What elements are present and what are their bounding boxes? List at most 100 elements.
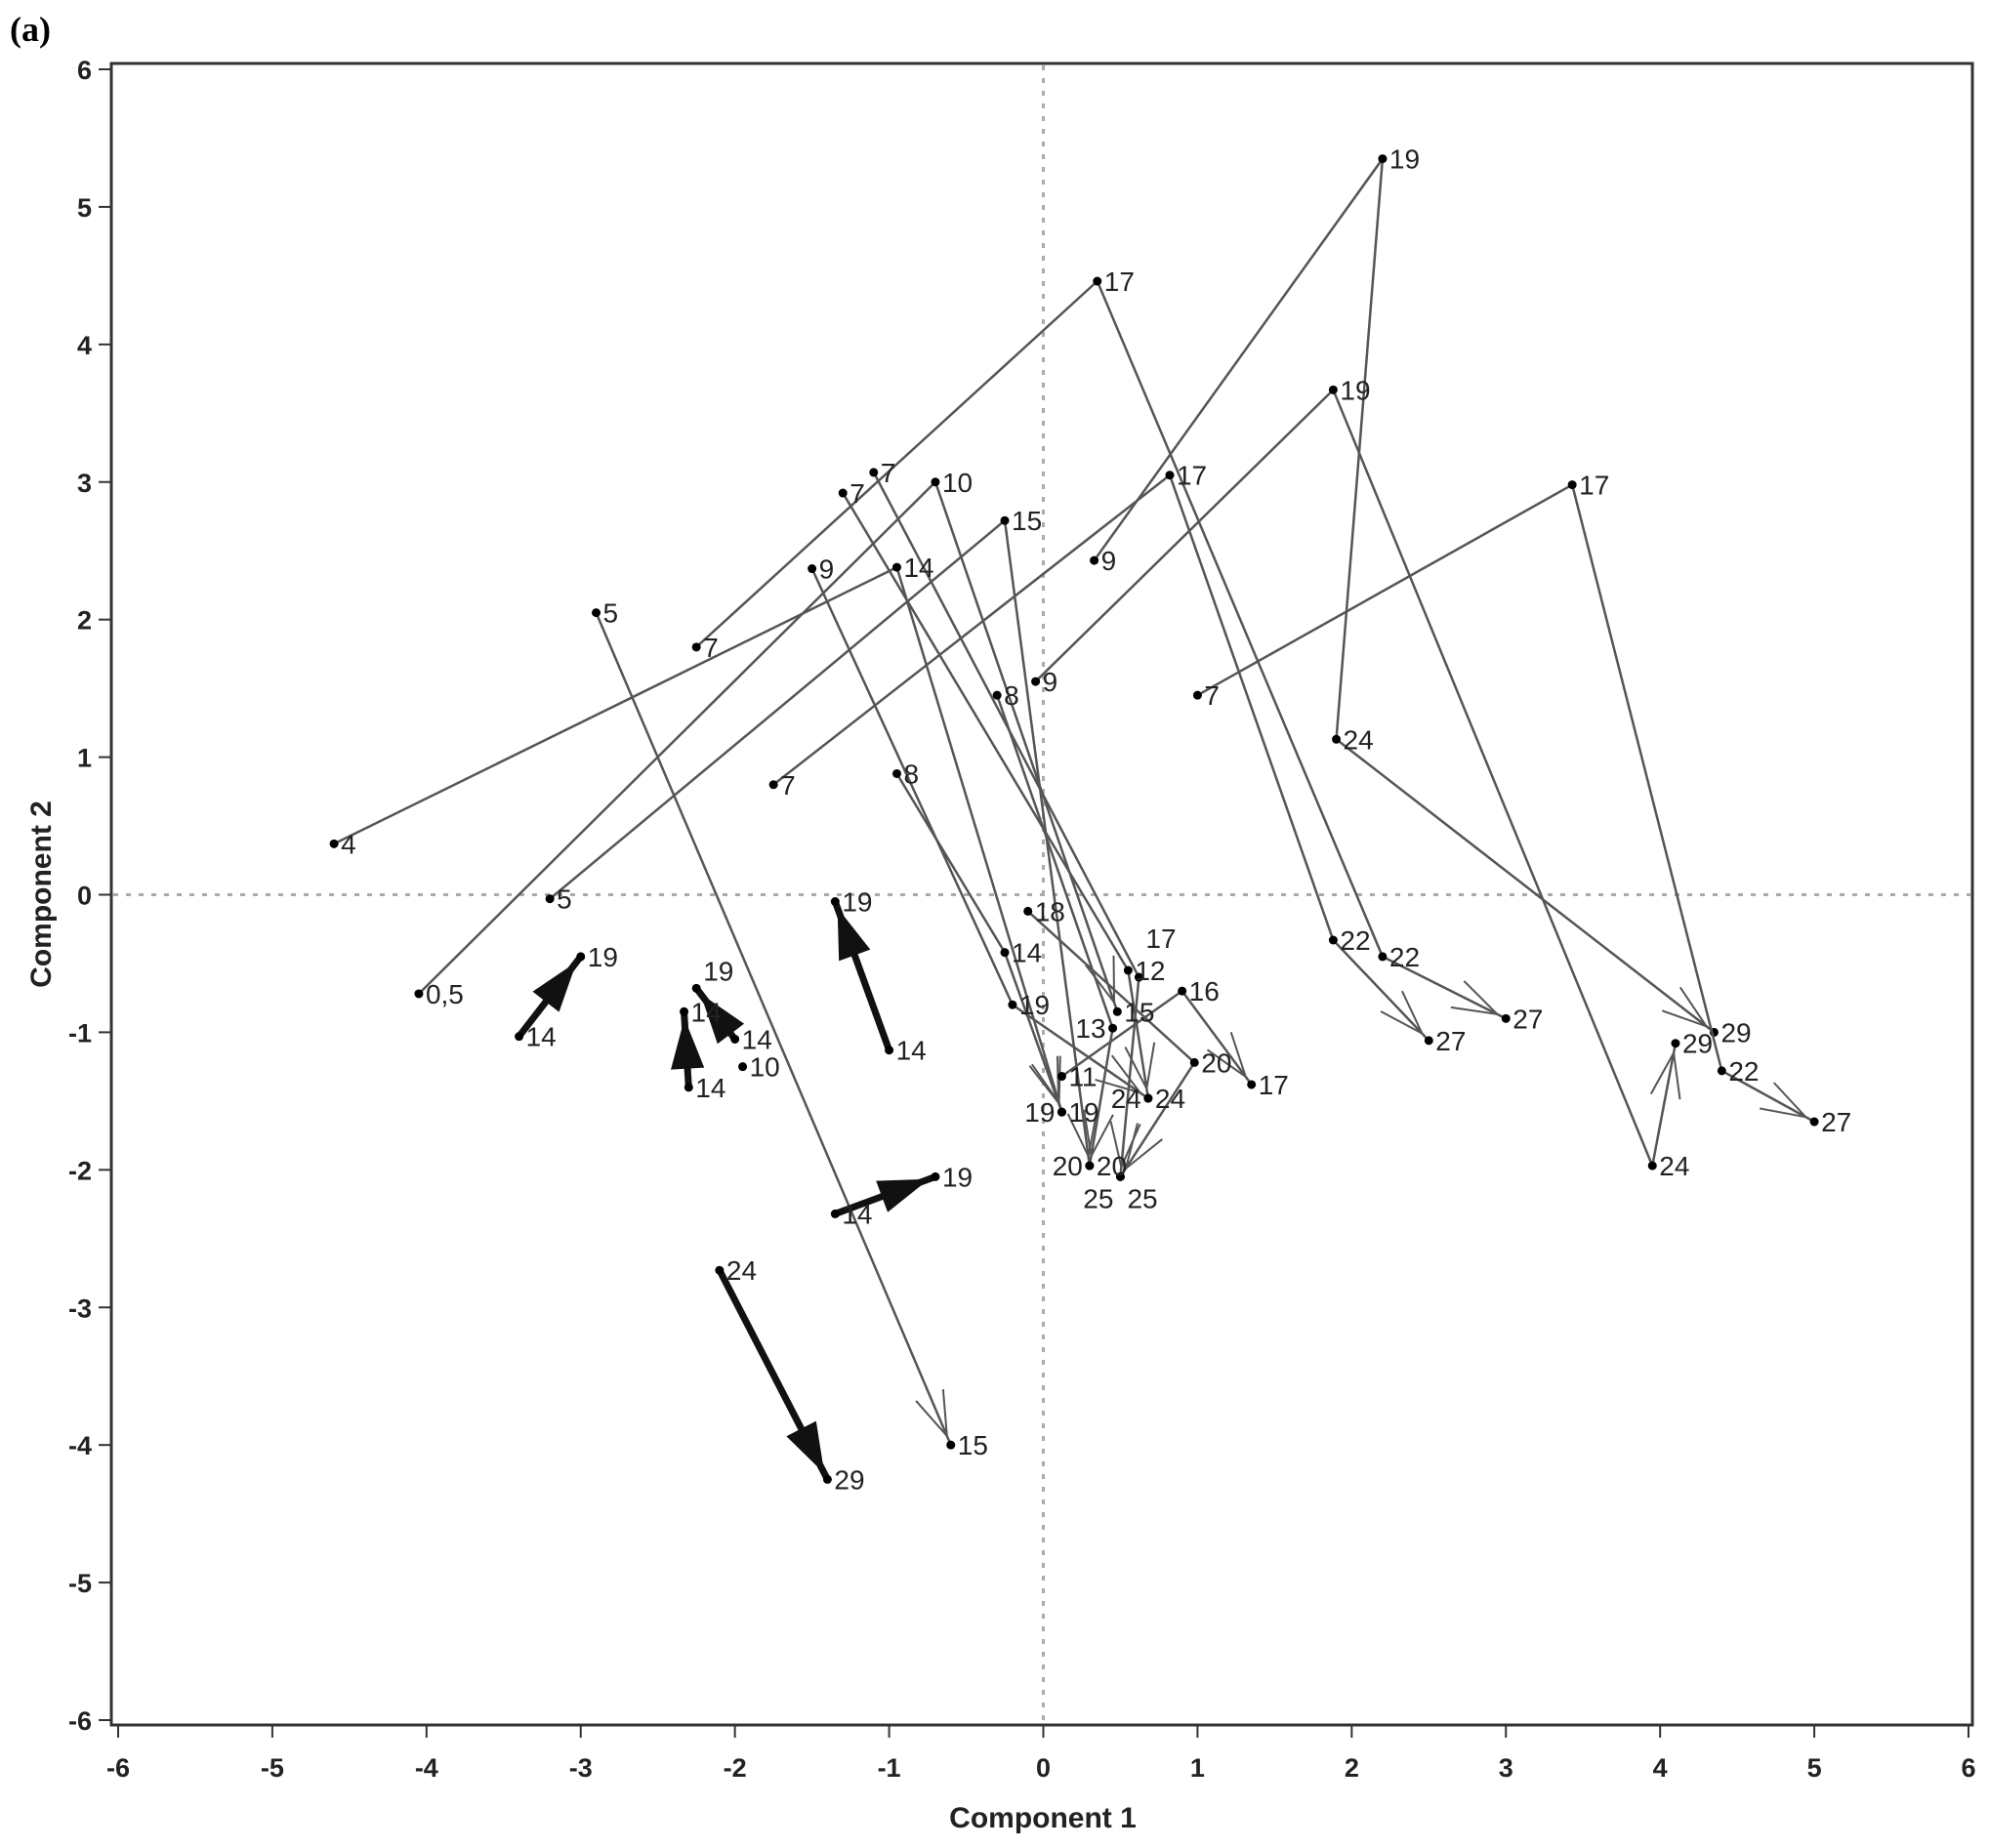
point-label: 14 xyxy=(742,1024,772,1054)
data-point xyxy=(891,768,901,778)
y-tick-label: -6 xyxy=(68,1706,92,1736)
point-label: 24 xyxy=(726,1255,757,1286)
point-label: 7 xyxy=(1204,680,1220,711)
data-point xyxy=(1112,1006,1122,1016)
data-point xyxy=(1134,972,1143,982)
point-label: 7 xyxy=(780,770,796,801)
point-label: 14 xyxy=(842,1199,872,1229)
point-label: 22 xyxy=(1340,925,1370,956)
point-label: 13 xyxy=(1075,1013,1105,1044)
trajectory-segment xyxy=(1332,389,1654,1167)
point-label: 19 xyxy=(1024,1097,1055,1128)
data-point xyxy=(946,1440,956,1450)
point-label: 14 xyxy=(1012,938,1042,968)
data-point xyxy=(1057,1072,1066,1082)
point-label: 19 xyxy=(842,887,872,918)
point-label: 11 xyxy=(1068,1062,1097,1092)
y-tick-label: 4 xyxy=(77,331,92,360)
data-point xyxy=(1328,935,1338,945)
data-point xyxy=(1000,948,1010,958)
data-point xyxy=(1031,677,1041,686)
trajectory-segment xyxy=(842,492,1130,971)
trajectory-segment xyxy=(1127,969,1150,1099)
data-point xyxy=(1501,1013,1511,1023)
point-label: 5 xyxy=(557,884,572,915)
data-point xyxy=(1143,1093,1153,1103)
point-label: 17 xyxy=(1177,461,1207,491)
data-point xyxy=(1115,1171,1125,1181)
data-point xyxy=(730,1034,740,1044)
data-point xyxy=(885,1046,894,1055)
data-point xyxy=(1093,276,1102,286)
data-point xyxy=(691,983,701,993)
data-point xyxy=(684,1083,693,1092)
data-point xyxy=(1178,986,1187,996)
x-tick-label: 5 xyxy=(1807,1753,1822,1783)
trajectory-segment xyxy=(1003,952,1063,1113)
point-label: 14 xyxy=(695,1073,725,1103)
trajectory-segment xyxy=(772,473,1171,786)
data-point xyxy=(1008,1000,1017,1009)
arrow-head xyxy=(700,993,745,1045)
x-tick-label: 3 xyxy=(1499,1753,1513,1783)
trajectory xyxy=(671,1006,705,1092)
y-tick-label: 0 xyxy=(77,882,92,911)
y-tick-label: -3 xyxy=(68,1294,92,1323)
trajectory xyxy=(1031,385,1681,1170)
data-point xyxy=(1000,515,1010,525)
data-point xyxy=(1567,480,1577,490)
arrow-head xyxy=(1066,1109,1098,1160)
data-point xyxy=(1165,471,1175,480)
point-label: 14 xyxy=(896,1036,927,1066)
data-point xyxy=(545,894,555,904)
trajectory-segment xyxy=(995,694,1114,1029)
point-label: 8 xyxy=(903,759,919,789)
trajectory xyxy=(515,952,586,1042)
arrow-head xyxy=(532,962,577,1012)
trajectory-segment xyxy=(1382,955,1507,1020)
arrow-head xyxy=(1380,990,1425,1036)
point-label: 22 xyxy=(1728,1056,1759,1087)
trajectory xyxy=(691,983,745,1045)
x-tick-label: 1 xyxy=(1190,1753,1205,1783)
data-point xyxy=(992,690,1002,700)
data-point xyxy=(738,1062,748,1072)
point-label: 29 xyxy=(834,1464,864,1495)
trajectory-segment xyxy=(933,481,1119,1012)
trajectory xyxy=(1090,154,1719,1037)
point-label: 12 xyxy=(1135,956,1165,986)
data-point xyxy=(515,1032,524,1042)
x-tick-label: 6 xyxy=(1961,1753,1975,1783)
trajectory-segment xyxy=(1720,1069,1815,1124)
point-label: 10 xyxy=(750,1052,780,1083)
data-point xyxy=(1717,1066,1726,1076)
point-label: 7 xyxy=(881,458,896,488)
trajectory-segment xyxy=(1168,474,1335,941)
y-tick-label: -2 xyxy=(68,1156,92,1185)
point-label: 14 xyxy=(691,997,722,1027)
data-point xyxy=(1424,1036,1433,1046)
trajectory xyxy=(545,515,1098,1170)
trajectory-segment xyxy=(1096,280,1385,958)
data-point xyxy=(1023,906,1033,916)
arrow-head xyxy=(1028,1055,1060,1106)
trajectory-segment xyxy=(695,280,1098,648)
point-label: 29 xyxy=(1720,1017,1751,1047)
point-label: 8 xyxy=(1004,680,1019,711)
point-label: 10 xyxy=(942,468,973,498)
data-point xyxy=(891,562,901,572)
point-label: 0,5 xyxy=(426,979,464,1009)
trajectory xyxy=(715,1265,832,1484)
trajectory-segment xyxy=(1332,939,1430,1042)
x-tick-label: -5 xyxy=(261,1753,284,1783)
point-label: 25 xyxy=(1083,1183,1113,1213)
trajectory xyxy=(992,690,1118,1170)
y-axis-label: Component 2 xyxy=(25,801,58,988)
data-point xyxy=(931,477,940,487)
panel-label: (a) xyxy=(10,10,51,49)
trajectory-segment xyxy=(1088,1027,1114,1167)
data-point xyxy=(1809,1117,1819,1127)
arrow-head xyxy=(837,907,871,962)
data-point xyxy=(1647,1161,1657,1170)
